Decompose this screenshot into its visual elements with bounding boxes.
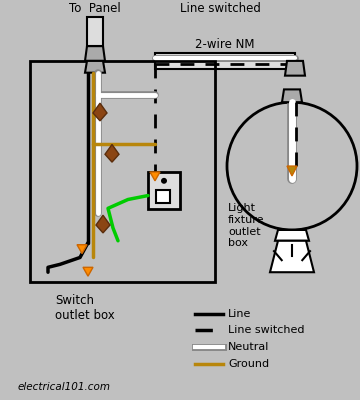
Bar	[87, 17, 103, 46]
Text: Light
fixture
outlet
box: Light fixture outlet box	[228, 204, 265, 248]
Bar	[156, 190, 170, 204]
Polygon shape	[285, 61, 305, 76]
Polygon shape	[270, 241, 314, 272]
Polygon shape	[96, 215, 110, 233]
Text: Ground: Ground	[228, 359, 269, 369]
Text: Switch
outlet box: Switch outlet box	[55, 294, 115, 322]
Polygon shape	[275, 230, 309, 241]
Text: To  Panel: To Panel	[69, 2, 121, 15]
Polygon shape	[287, 166, 297, 176]
Bar	[148, 172, 180, 209]
Bar	[155, 53, 295, 69]
Polygon shape	[282, 90, 302, 102]
Text: 2-wire NM: 2-wire NM	[195, 38, 255, 51]
Bar	[30, 61, 215, 282]
Polygon shape	[77, 245, 87, 254]
Text: Line switched: Line switched	[228, 325, 305, 335]
Polygon shape	[93, 103, 107, 121]
Text: Neutral: Neutral	[228, 342, 269, 352]
Polygon shape	[85, 46, 105, 61]
Polygon shape	[83, 267, 93, 276]
Polygon shape	[85, 61, 105, 73]
Text: Line switched: Line switched	[180, 2, 260, 15]
Polygon shape	[150, 172, 160, 181]
Text: Line: Line	[228, 308, 251, 318]
Polygon shape	[105, 144, 119, 162]
Text: electrical101.com: electrical101.com	[18, 382, 111, 392]
Circle shape	[161, 178, 167, 184]
